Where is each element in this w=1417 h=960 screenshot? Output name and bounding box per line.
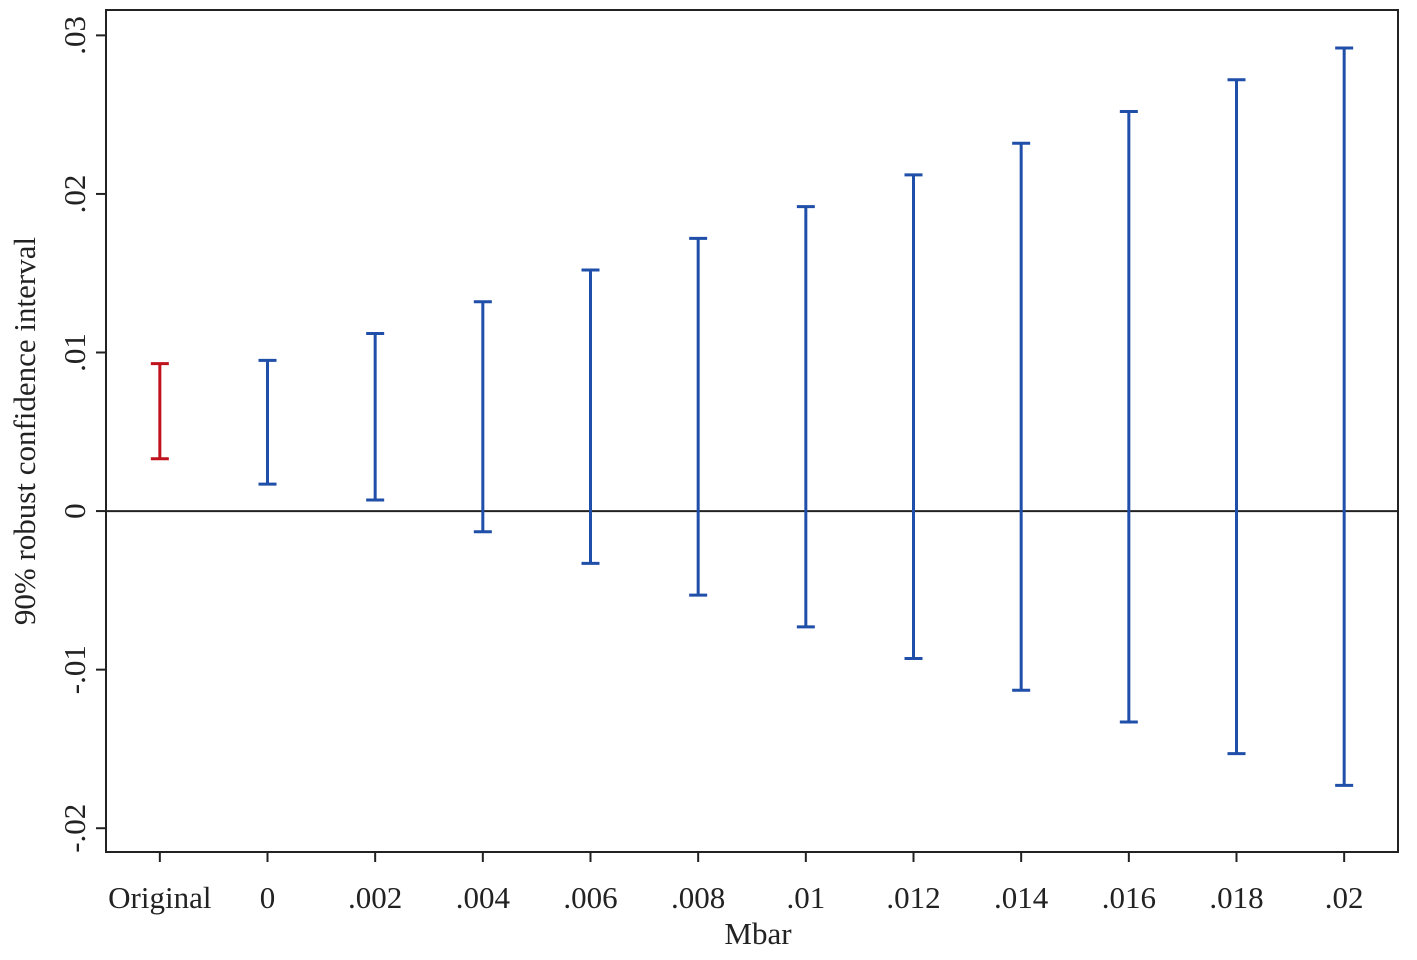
x-tick-label: Original [108, 880, 211, 915]
x-tick-label: .002 [348, 880, 402, 915]
x-tick-label: .018 [1209, 880, 1263, 915]
x-tick-label: .014 [994, 880, 1049, 915]
x-tick-label: .008 [671, 880, 725, 915]
y-axis-label: 90% robust confidence interval [7, 237, 42, 625]
y-tick-label: 0 [57, 503, 92, 519]
y-tick-label: .01 [57, 333, 92, 372]
y-tick-label: .02 [57, 175, 92, 214]
x-tick-label: 0 [260, 880, 276, 915]
x-tick-label: .004 [456, 880, 511, 915]
x-tick-label: .012 [886, 880, 940, 915]
y-tick-label: -.01 [57, 645, 92, 694]
x-tick-label: .02 [1325, 880, 1364, 915]
x-tick-label: .01 [786, 880, 825, 915]
x-axis-label: Mbar [724, 916, 792, 951]
y-tick-label: -.02 [57, 804, 92, 853]
x-tick-label: .016 [1102, 880, 1156, 915]
y-tick-label: .03 [57, 16, 92, 55]
x-tick-label: .006 [563, 880, 617, 915]
plot-frame [105, 9, 1399, 853]
